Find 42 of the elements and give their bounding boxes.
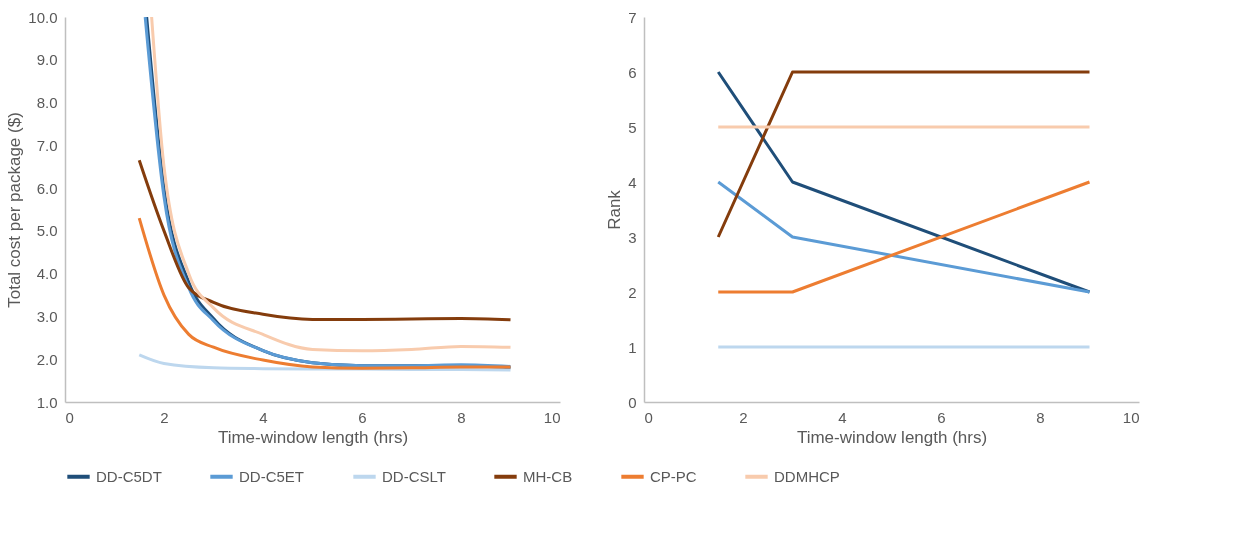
line-series <box>137 158 512 322</box>
legend-label: DD-CSLT <box>382 467 446 485</box>
y-tick-label: 4 <box>628 173 637 191</box>
y-tick-label: 2.0 <box>36 350 58 368</box>
y-tick-label: 7.0 <box>36 136 58 154</box>
y-tick-label: 7 <box>628 8 637 26</box>
y-tick-label: 3 <box>628 228 637 246</box>
y-tick-label: 4.0 <box>36 265 58 283</box>
y-tick-label: 2 <box>628 283 637 301</box>
x-tick-label: 8 <box>457 408 466 426</box>
legend-label: MH-CB <box>523 467 573 485</box>
y-tick-label: 1.0 <box>36 393 58 411</box>
line-series <box>137 216 512 370</box>
y-tick-label: 6.0 <box>36 179 58 197</box>
y-tick-label: 3.0 <box>36 307 58 325</box>
x-tick-label: 2 <box>739 408 748 426</box>
x-tick-label: 4 <box>259 408 268 426</box>
x-tick-label: 0 <box>644 408 653 426</box>
x-axis-title: Time-window length (hrs) <box>217 427 409 447</box>
y-tick-label: 1 <box>628 338 637 356</box>
legend-label: CP-PC <box>650 467 697 485</box>
x-tick-label: 10 <box>1122 408 1140 426</box>
x-tick-label: 10 <box>543 408 561 426</box>
y-tick-label: 5 <box>628 118 637 136</box>
x-tick-label: 6 <box>937 408 946 426</box>
x-axis-title: Time-window length (hrs) <box>796 427 988 447</box>
y-tick-label: 5.0 <box>36 222 58 240</box>
x-tick-label: 0 <box>65 408 74 426</box>
y-tick-label: 10.0 <box>28 8 58 26</box>
y-axis-title: Total cost per package ($) <box>5 112 25 308</box>
x-tick-label: 6 <box>358 408 367 426</box>
y-axis-title: Rank <box>605 189 625 230</box>
legend-label: DDMHCP <box>774 467 840 485</box>
y-tick-label: 0 <box>628 393 637 411</box>
y-tick-label: 9.0 <box>36 51 58 69</box>
y-tick-label: 8.0 <box>36 94 58 112</box>
x-tick-label: 4 <box>838 408 847 426</box>
legend-label: DD-C5DT <box>96 467 162 485</box>
legend-label: DD-C5ET <box>239 467 305 485</box>
x-tick-label: 8 <box>1036 408 1045 426</box>
y-tick-label: 6 <box>628 63 637 81</box>
x-tick-label: 2 <box>160 408 169 426</box>
